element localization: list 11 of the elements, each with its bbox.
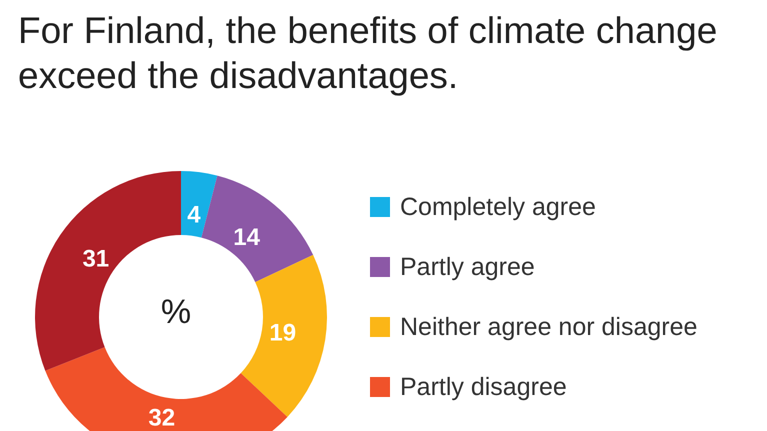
text: %	[160, 293, 192, 331]
chart-title: For Finland, the benefits of climate change exceed the disadvantages.	[18, 9, 718, 98]
data-label: 14	[233, 224, 261, 252]
legend-label: Partly agree	[400, 253, 535, 281]
data-label: 32	[148, 404, 176, 431]
legend-label: Neither agree nor disagree	[400, 313, 698, 341]
legend-label: Completely agree	[400, 193, 596, 221]
data-label: 4	[187, 201, 202, 228]
legend-label: Partly disagree	[400, 373, 567, 401]
data-label: 31	[82, 246, 110, 273]
data-label: 19	[269, 320, 296, 347]
